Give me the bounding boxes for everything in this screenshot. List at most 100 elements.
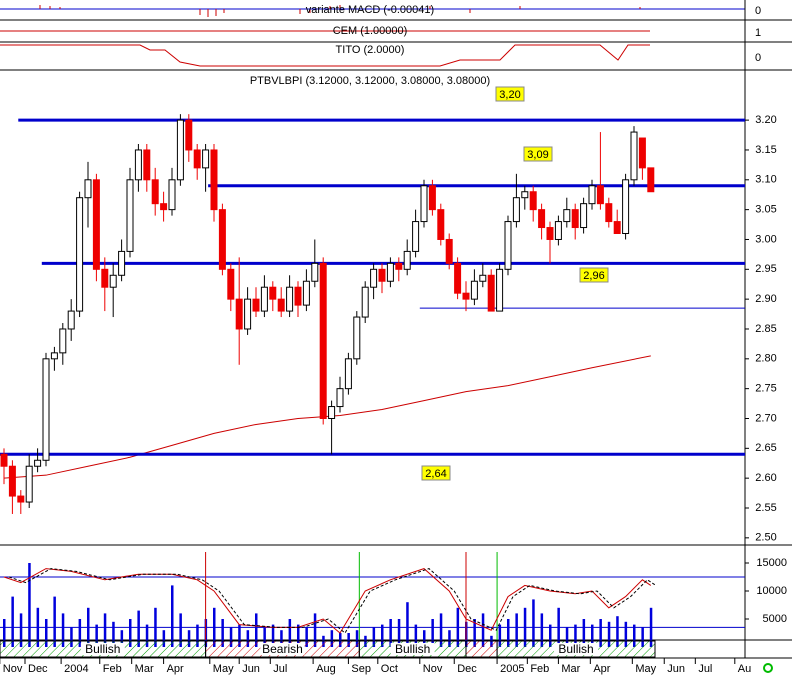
candle-body [269, 286, 277, 300]
volume-bar [196, 624, 199, 647]
volume-bar [129, 619, 132, 647]
trend-label: Bullish [395, 642, 430, 656]
volume-bar [591, 624, 594, 647]
x-tick-label: 2005 [500, 663, 524, 675]
candle-body [613, 221, 621, 235]
volume-bar [624, 621, 628, 647]
volume-bar [145, 624, 149, 647]
candle-body [252, 298, 260, 312]
candle-body [0, 453, 8, 467]
candle-body [546, 227, 554, 240]
chart-title: PTBVLBPI (3.12000, 3.12000, 3.08000, 3.0… [250, 75, 490, 87]
volume-bar [137, 610, 140, 647]
candle-body [42, 358, 50, 461]
candle-body [92, 179, 100, 270]
candle-body [445, 238, 453, 264]
candle-body [210, 149, 218, 211]
y-tick-label: 3.00 [755, 233, 776, 245]
trend-segment [465, 640, 498, 658]
volume-bar [330, 630, 334, 647]
volume-bar [439, 613, 443, 647]
y2-tick-label: 5000 [763, 613, 787, 625]
y-tick-label: 2.50 [755, 532, 776, 544]
level-label-box [495, 86, 525, 102]
y-tick-label: 2.70 [755, 412, 776, 424]
volume-bar [599, 619, 602, 647]
volume-bar [78, 619, 82, 647]
x-tick-label: Feb [103, 663, 122, 675]
y-tick-label: 2.80 [755, 353, 776, 365]
candle-body [403, 250, 411, 270]
candle-body [134, 149, 142, 181]
x-tick-label: Mar [135, 663, 154, 675]
y-tick-label: 3.10 [755, 174, 776, 186]
candle-body [479, 274, 487, 282]
candle-body [454, 262, 462, 294]
candle-body [361, 286, 369, 318]
volume-bar [523, 607, 527, 647]
status-icon[interactable] [763, 663, 773, 673]
panel-tick: 1 [755, 27, 761, 39]
volume-bar [381, 624, 384, 647]
y-tick-label: 2.90 [755, 293, 776, 305]
x-tick-label: Apr [167, 663, 184, 675]
volume-bar [456, 607, 460, 647]
candle-body [353, 316, 361, 360]
moving-average [3, 355, 651, 479]
level-label: 3,20 [499, 89, 520, 101]
trend-label-bg [260, 643, 305, 655]
volume-bar [238, 624, 241, 647]
volume-bar [532, 599, 535, 647]
volume-bar [557, 607, 560, 647]
volume-bar [498, 624, 502, 647]
volume-bar [582, 619, 586, 647]
oscillator [3, 568, 652, 634]
y-tick-label: 2.75 [755, 383, 776, 395]
candle-body [512, 197, 520, 223]
candle-body [647, 167, 655, 193]
trend-label-bg [554, 643, 599, 655]
x-tick-label: Dec [28, 663, 48, 675]
candle-body [504, 221, 512, 270]
candle-body [496, 268, 504, 312]
x-tick-label: Au [738, 663, 751, 675]
candle-body [386, 262, 394, 282]
candle-body [487, 274, 495, 312]
y2-tick-label: 15000 [756, 557, 787, 569]
candle-body [554, 221, 562, 240]
volume-bar [45, 619, 48, 647]
volume-bar [515, 613, 518, 647]
x-tick-label: Nov [3, 663, 23, 675]
volume-bar [414, 624, 418, 647]
volume-bar [574, 624, 577, 647]
candle-body [126, 179, 134, 252]
trend-label: Bearish [262, 642, 303, 656]
candle-body [227, 268, 235, 300]
tito-line [0, 44, 650, 67]
volume-bar [103, 613, 107, 647]
y-tick-label: 2.55 [755, 502, 776, 514]
level-label-box [421, 465, 451, 481]
volume-bar [162, 630, 166, 647]
candle-body [605, 203, 613, 223]
volume-bar [507, 619, 510, 647]
candle-body [596, 185, 604, 205]
candle-body [109, 274, 117, 288]
level-label: 2,96 [583, 270, 604, 282]
volume-bar [423, 630, 426, 647]
x-tick-label: Jun [667, 663, 685, 675]
y-tick-label: 3.15 [755, 144, 776, 156]
volume-bar [28, 563, 31, 647]
volume-bar [313, 613, 317, 647]
candle-body [218, 209, 226, 270]
volume-bar [271, 624, 275, 647]
y-tick-label: 2.60 [755, 472, 776, 484]
volume-bar [255, 613, 258, 647]
trend-label: Bullish [85, 642, 120, 656]
y-tick-label: 3.05 [755, 204, 776, 216]
candle-body [50, 352, 58, 360]
trend-label: Bullish [558, 642, 593, 656]
x-tick-label: Jul [698, 663, 712, 675]
candle-body [277, 298, 285, 312]
candle-body [470, 280, 478, 300]
